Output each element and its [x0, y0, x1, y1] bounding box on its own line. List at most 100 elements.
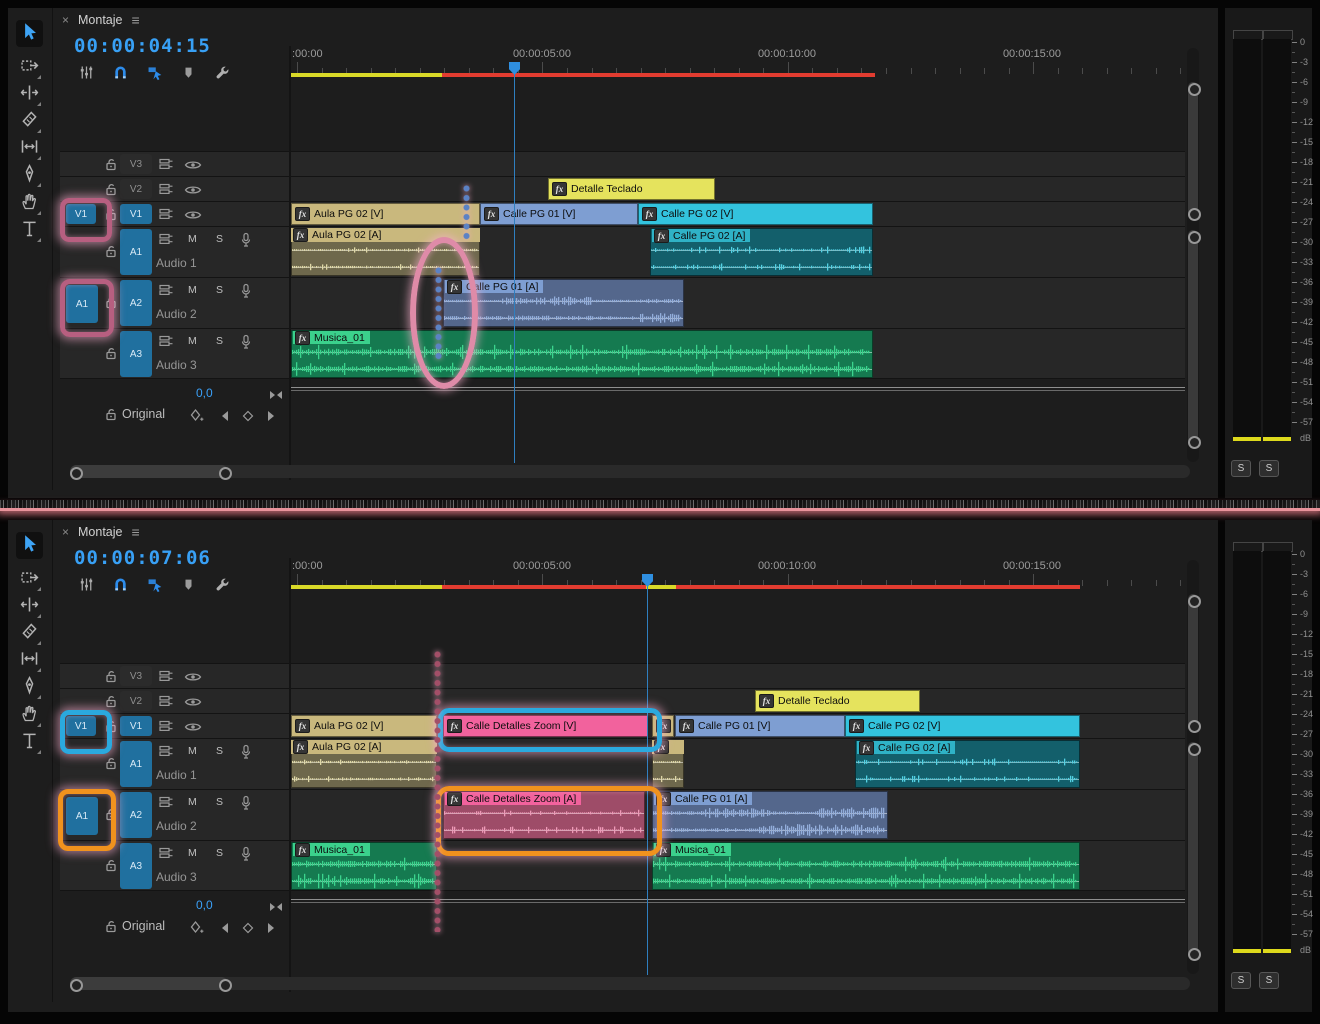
playhead-head[interactable] [642, 574, 653, 587]
sync-lock-icon[interactable] [158, 232, 174, 251]
track-lock-icon[interactable] [104, 346, 118, 365]
track-select-forward-tool-button[interactable] [16, 54, 43, 81]
audio-zoom-handle[interactable] [1188, 231, 1201, 244]
keyframe-icon[interactable] [242, 921, 254, 939]
horizontal-scrollbar-thumb[interactable] [70, 977, 228, 990]
clip-aula-pg-02-v[interactable]: fx Aula PG 02 [V] [291, 203, 480, 225]
voiceover-record-icon[interactable] [240, 744, 252, 765]
previous-keyframe-icon[interactable] [220, 409, 230, 427]
clip-musica-01[interactable]: fx Musica_01 [652, 842, 1080, 890]
type-tool-button[interactable] [16, 729, 43, 756]
track-target-v1[interactable]: V1 [120, 204, 152, 224]
track-lock-icon[interactable] [104, 694, 118, 713]
fx-badge[interactable]: fx [552, 182, 567, 196]
scrollbar-zoom-handle-right[interactable] [219, 467, 232, 480]
track-lock-icon[interactable] [104, 157, 118, 176]
audio-zoom-handle[interactable] [1188, 743, 1201, 756]
track-target-v2[interactable]: V2 [120, 691, 152, 711]
audio-zoom-handle[interactable] [1188, 436, 1201, 449]
track-lock-icon[interactable] [104, 919, 118, 938]
fx-badge[interactable]: fx [654, 228, 669, 243]
sync-lock-icon[interactable] [158, 669, 174, 688]
sync-lock-icon[interactable] [158, 157, 174, 176]
solo-track-button[interactable]: S [216, 233, 224, 245]
timeline-settings-button[interactable] [212, 577, 232, 597]
solo-left-channel-button[interactable]: S [1231, 460, 1251, 477]
track-target-v3[interactable]: V3 [120, 154, 152, 174]
source-patch-a1[interactable]: A1 [66, 285, 98, 323]
snap-button[interactable] [110, 65, 130, 85]
track-lock-icon[interactable] [104, 669, 118, 688]
voiceover-record-icon[interactable] [240, 283, 252, 304]
fx-badge[interactable]: fx [759, 694, 774, 708]
fit-timeline-icon[interactable] [268, 388, 284, 406]
add-keyframe-icon[interactable] [188, 407, 204, 428]
clip-calle-pg-01-v[interactable]: fx Calle PG 01 [V] [480, 203, 638, 225]
add-marker-button[interactable] [178, 577, 198, 597]
playhead-line[interactable] [647, 574, 648, 975]
track-lock-icon[interactable] [104, 407, 118, 426]
toggle-track-output-icon[interactable] [184, 183, 202, 201]
audio-zoom-handle[interactable] [1188, 948, 1201, 961]
master-gain-value[interactable]: 0,0 [196, 386, 213, 400]
clip-calle-pg-01-a[interactable]: fx Calle PG 01 [A] [652, 791, 888, 839]
sync-lock-icon[interactable] [158, 283, 174, 302]
fx-badge[interactable]: fx [295, 207, 310, 221]
mute-track-button[interactable]: M [188, 284, 197, 296]
keyframe-icon[interactable] [242, 409, 254, 427]
next-keyframe-icon[interactable] [266, 409, 276, 427]
mute-track-button[interactable]: M [188, 847, 197, 859]
sync-lock-icon[interactable] [158, 334, 174, 353]
nested-sequence-button[interactable] [76, 65, 96, 85]
solo-track-button[interactable]: S [216, 796, 224, 808]
panel-menu-icon[interactable]: ≡ [131, 12, 140, 28]
linked-selection-button[interactable] [144, 577, 164, 597]
fx-badge[interactable]: fx [295, 719, 310, 733]
close-tab-icon[interactable]: × [62, 525, 70, 539]
type-tool-button[interactable] [16, 217, 43, 244]
video-zoom-handle[interactable] [1188, 208, 1201, 221]
track-target-a2[interactable]: A2 [120, 280, 152, 326]
hand-tool-button[interactable] [16, 190, 43, 217]
playhead-timecode[interactable]: 00:00:07:06 [74, 547, 211, 569]
track-target-a1[interactable]: A1 [120, 741, 152, 787]
previous-keyframe-icon[interactable] [220, 921, 230, 939]
track-lock-icon[interactable] [104, 182, 118, 201]
source-patch-v1[interactable]: V1 [66, 716, 96, 736]
video-zoom-thumb[interactable] [1188, 594, 1198, 730]
hand-tool-button[interactable] [16, 702, 43, 729]
timeline-settings-button[interactable] [212, 65, 232, 85]
playhead-line[interactable] [514, 62, 515, 463]
add-marker-button[interactable] [178, 65, 198, 85]
close-tab-icon[interactable]: × [62, 13, 70, 27]
video-zoom-handle[interactable] [1188, 83, 1201, 96]
mute-track-button[interactable]: M [188, 745, 197, 757]
selection-tool-button[interactable] [16, 20, 43, 47]
next-keyframe-icon[interactable] [266, 921, 276, 939]
sync-lock-icon[interactable] [158, 846, 174, 865]
toggle-track-output-icon[interactable] [184, 695, 202, 713]
ripple-edit-tool-button[interactable] [16, 81, 43, 108]
mute-track-button[interactable]: M [188, 335, 197, 347]
sync-lock-icon[interactable] [158, 182, 174, 201]
pen-tool-button[interactable] [16, 674, 43, 701]
track-lock-icon[interactable] [104, 756, 118, 775]
add-keyframe-icon[interactable] [188, 919, 204, 940]
track-target-v1[interactable]: V1 [120, 716, 152, 736]
track-lock-icon[interactable] [104, 858, 118, 877]
scrollbar-zoom-handle-left[interactable] [70, 467, 83, 480]
voiceover-record-icon[interactable] [240, 334, 252, 355]
horizontal-scrollbar-track[interactable] [70, 465, 1190, 478]
playhead-timecode[interactable]: 00:00:04:15 [74, 35, 211, 57]
panel-tab[interactable]: × Montaje ≡ [62, 12, 140, 28]
pen-tool-button[interactable] [16, 162, 43, 189]
nested-sequence-button[interactable] [76, 577, 96, 597]
mute-track-button[interactable]: M [188, 796, 197, 808]
sync-lock-icon[interactable] [158, 795, 174, 814]
scrollbar-zoom-handle-left[interactable] [70, 979, 83, 992]
clip-calle-pg-02-a[interactable]: fx Calle PG 02 [A] [650, 228, 873, 276]
voiceover-record-icon[interactable] [240, 846, 252, 867]
horizontal-scrollbar-track[interactable] [70, 977, 1190, 990]
clip-detalle-teclado[interactable]: fx Detalle Teclado [548, 178, 715, 200]
mute-track-button[interactable]: M [188, 233, 197, 245]
